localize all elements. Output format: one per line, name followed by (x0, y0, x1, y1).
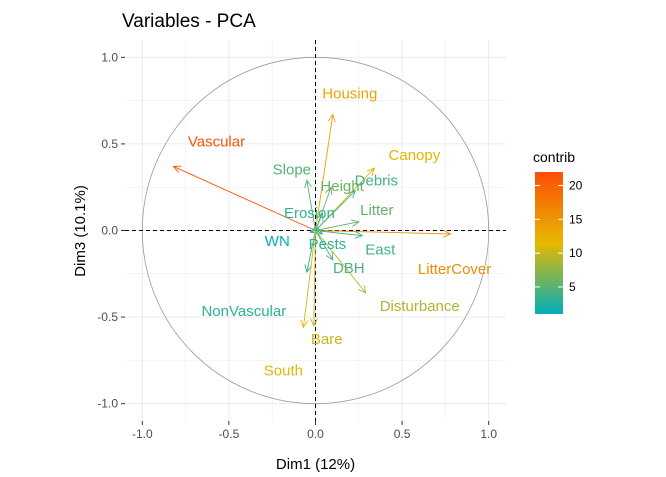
arrowhead-bare (310, 318, 318, 327)
arrowhead-nonvascular (304, 264, 313, 274)
label-bare: Bare (311, 331, 343, 348)
label-erosion: Erosion (284, 205, 335, 222)
legend-tick-label: 10 (569, 246, 583, 260)
legend-tick-label: 15 (569, 212, 583, 226)
legend-tick-label: 20 (569, 179, 583, 193)
y-tick-label: -0.5 (97, 310, 118, 324)
arrow-vascular (173, 166, 316, 231)
label-disturbance: Disturbance (380, 298, 460, 315)
y-tick-label: 0.0 (101, 224, 118, 238)
arrowhead-east (354, 231, 364, 239)
y-tick-label: 0.5 (101, 137, 118, 151)
y-tick-label: 1.0 (101, 50, 118, 64)
arrow-slope (306, 180, 316, 231)
legend-ticks: 5 10 15 20 (535, 179, 583, 294)
arrow-erosion (315, 213, 323, 231)
y-axis: -1.0 -0.5 0.0 0.5 1.0 (97, 50, 125, 411)
variable-arrows (172, 113, 452, 329)
label-pests: Pests (309, 236, 347, 253)
label-dbh: DBH (333, 260, 365, 277)
x-axis: -1.0 -0.5 0.0 0.5 1.0 (132, 421, 497, 441)
legend-title: contrib (533, 149, 575, 165)
arrowhead-dbh (325, 251, 334, 261)
x-axis-title: Dim1 (12%) (276, 456, 355, 473)
arrow-nonvascular (306, 230, 316, 273)
arrowhead-disturbance (358, 284, 367, 294)
label-slope: Slope (273, 161, 311, 178)
y-tick-label: -1.0 (97, 397, 118, 411)
arrowhead-litter (350, 219, 360, 228)
arrowhead-erosion (316, 212, 324, 222)
arrowhead-littercover (443, 229, 452, 238)
label-wn: WN (265, 233, 290, 250)
arrowhead-south (300, 319, 309, 329)
arrowhead-housing (327, 113, 336, 123)
arrow-housing (315, 114, 334, 231)
legend: contrib 5 10 15 20 (533, 149, 583, 314)
label-canopy: Canopy (389, 147, 441, 164)
label-height: Height (320, 178, 364, 195)
variable-labels: Vascular Housing Canopy LitterCover Slope Hei… (188, 85, 491, 379)
x-tick-label: 0.0 (307, 427, 324, 441)
label-housing: Housing (322, 85, 377, 102)
x-tick-label: -0.5 (219, 427, 240, 441)
x-tick-label: 0.5 (394, 427, 411, 441)
x-tick-label: 1.0 (480, 427, 497, 441)
arrow-debris (315, 190, 356, 231)
arrow-litter (315, 221, 359, 231)
arrowhead-height (325, 186, 333, 196)
legend-colorbar (535, 172, 563, 314)
label-litter: Litter (360, 202, 393, 219)
arrowhead-vascular (172, 165, 182, 173)
arrowhead-debris (347, 189, 357, 199)
arrow-bare (313, 230, 316, 326)
arrow-littercover (315, 230, 451, 235)
label-debris: Debris (355, 173, 398, 190)
arrow-disturbance (315, 230, 367, 294)
arrowhead-canopy (366, 167, 376, 176)
label-littercover: LitterCover (418, 261, 491, 278)
label-vascular: Vascular (188, 133, 245, 150)
x-tick-label: -1.0 (132, 427, 153, 441)
label-south: South (264, 362, 303, 379)
label-nonvascular: NonVascular (201, 303, 286, 320)
arrow-east (315, 230, 363, 237)
arrow-south (302, 230, 316, 328)
arrow-dbh (315, 230, 334, 261)
chart-title: Variables - PCA (122, 11, 256, 32)
label-east: East (365, 242, 396, 259)
legend-tick-label: 5 (569, 280, 576, 294)
arrowhead-slope (304, 179, 312, 189)
y-axis-title: Dim3 (10.1%) (72, 185, 89, 277)
